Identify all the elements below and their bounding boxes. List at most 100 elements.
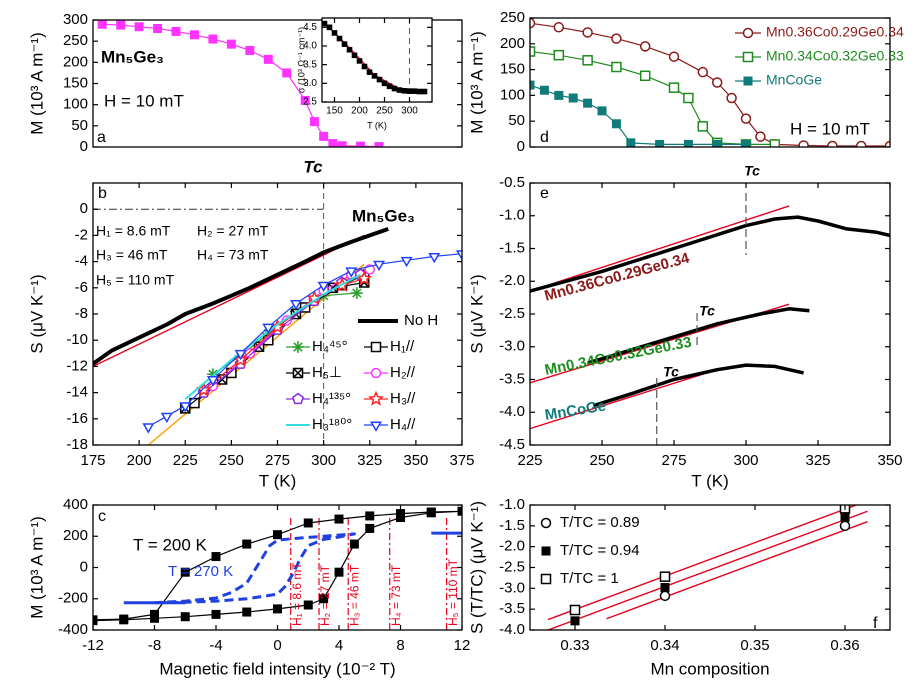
x-tick-label: 0.36 (830, 637, 859, 654)
marker (356, 58, 363, 64)
y-tick-label: -3.0 (499, 579, 525, 596)
y-axis-label: M (10³ A m⁻¹) (27, 32, 46, 134)
y-tick-label: -2.0 (499, 272, 525, 289)
legend-marker (292, 367, 304, 379)
x-tick-label: 325 (357, 452, 382, 469)
marker (97, 20, 107, 29)
marker (411, 88, 418, 94)
plot-frame (529, 182, 891, 446)
marker (289, 300, 302, 311)
marker (116, 20, 126, 30)
marker (328, 139, 338, 147)
marker (361, 63, 368, 70)
marker (611, 33, 622, 44)
y-tick-label: -400 (58, 621, 88, 638)
marker (211, 552, 221, 562)
marker (712, 139, 722, 147)
legend-marker (369, 421, 383, 432)
legend-label: H₃¹⁸⁰° (312, 416, 352, 433)
y-tick-label: -2.5 (499, 558, 525, 575)
marker (396, 87, 403, 93)
annotation: H = 10 mT (790, 119, 870, 138)
marker (206, 376, 219, 387)
y-tick-label: 200 (63, 53, 88, 70)
marker (798, 140, 809, 147)
marker (374, 142, 384, 147)
x-tick-label: 0.33 (560, 637, 589, 654)
plot-layer (547, 505, 868, 630)
marker (356, 141, 366, 147)
marker (366, 69, 373, 75)
x-tick-label: 300 (401, 106, 418, 117)
marker (365, 523, 375, 533)
marker (303, 600, 313, 610)
marker (300, 95, 310, 105)
marker (234, 349, 247, 361)
x-tick-label: 225 (173, 452, 198, 469)
marker (740, 113, 752, 124)
x-tick-label: -12 (82, 637, 104, 654)
plot-layer (97, 20, 384, 147)
series-line (154, 532, 356, 605)
y-tick-label: 50 (508, 112, 525, 129)
marker (569, 604, 581, 616)
marker (334, 514, 344, 524)
marker (337, 141, 347, 147)
annotation: T = 200 K (133, 535, 208, 554)
x-axis-label: T (K) (691, 471, 728, 490)
legend-marker (292, 392, 304, 405)
y-tick-label: -6 (75, 279, 88, 296)
legend-marker (541, 546, 551, 556)
marker (553, 22, 565, 33)
legend-label: H₅⊥ (312, 364, 342, 381)
marker (741, 139, 751, 147)
plot-layer (93, 506, 462, 630)
legend-marker (370, 341, 382, 353)
marker (180, 567, 190, 577)
marker (611, 119, 621, 129)
legend-marker (742, 27, 754, 39)
annotation: H₁ = 8.6 mT (96, 223, 171, 239)
x-tick-label: 275 (661, 452, 686, 469)
y-tick-label: -200 (58, 590, 88, 607)
field-line-label: H₃ = 46 mT (347, 564, 361, 626)
marker (530, 18, 536, 29)
marker (244, 348, 256, 359)
x-axis-label: T (K) (367, 120, 387, 130)
plot-area (530, 18, 890, 147)
x-tick-label: 175 (80, 452, 105, 469)
legend-label: T/TC = 0.94 (560, 542, 640, 559)
y-axis-label: S (μV K⁻¹) (27, 274, 46, 353)
plot-layer (322, 18, 428, 102)
x-tick-label: 375 (449, 452, 474, 469)
x-axis-label: T (K) (259, 471, 296, 490)
y-tick-label: -10 (66, 331, 88, 348)
marker (726, 92, 737, 104)
fit-line (147, 263, 365, 445)
marker (582, 27, 593, 38)
marker (582, 55, 593, 66)
y-tick-label: 0 (80, 558, 88, 575)
x-tick-label: 0.35 (740, 637, 769, 654)
marker (350, 287, 363, 299)
field-line-label: H₅ = 110 mT (446, 558, 460, 626)
marker (457, 506, 462, 516)
series-line (587, 307, 810, 365)
marker (317, 281, 330, 293)
y-tick-label: -0.5 (499, 174, 525, 191)
marker (349, 539, 359, 549)
marker (839, 520, 851, 532)
marker (840, 513, 850, 522)
marker (639, 70, 651, 82)
annotation: Tc (303, 157, 323, 176)
marker (391, 85, 398, 92)
marker (530, 46, 536, 57)
marker (372, 260, 386, 272)
marker (179, 402, 192, 413)
marker (426, 507, 436, 517)
y-tick-label: -4.0 (499, 403, 525, 420)
y-tick-label: -2.5 (499, 305, 525, 322)
y-tick-label: 150 (63, 74, 88, 91)
annotation: H₅ = 110 mT (96, 272, 175, 288)
